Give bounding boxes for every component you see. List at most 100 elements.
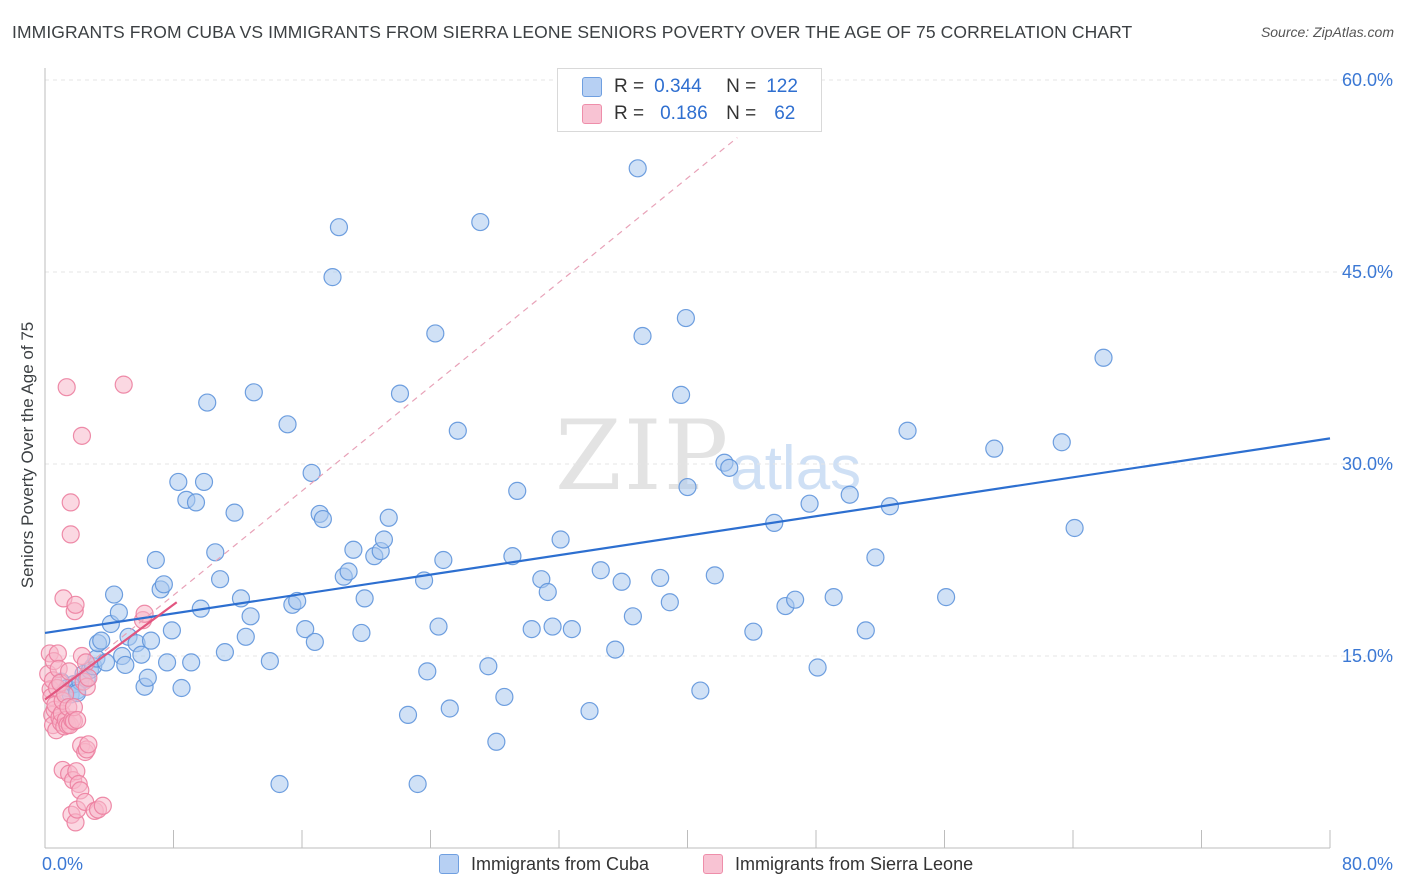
cuba-point — [355, 589, 374, 608]
cuba-point — [141, 631, 161, 650]
watermark-zip: ZIP — [555, 400, 731, 512]
y-tick-label: 15.0% — [1342, 646, 1393, 666]
cuba-point — [154, 575, 173, 594]
cuba-point — [538, 582, 557, 602]
cuba-point — [339, 562, 358, 581]
sierra-leone-point — [79, 735, 98, 754]
sierra-leone-point — [59, 662, 79, 681]
sierra-leone-trend-line — [44, 601, 178, 701]
cuba-point — [551, 530, 570, 549]
sierra-leone-point — [57, 378, 76, 397]
y-axis-label: Seniors Poverty Over the Age of 75 — [18, 321, 37, 589]
cuba-point — [96, 653, 116, 672]
cuba-point — [313, 509, 332, 529]
cuba-point — [374, 530, 394, 549]
cuba-point — [720, 458, 739, 477]
axes — [44, 68, 1331, 849]
sierra-leone-point — [48, 644, 67, 663]
cuba-point — [744, 622, 763, 641]
cuba-point — [305, 632, 324, 652]
tick-labels: 15.0% 30.0% 45.0% 60.0% 0.0% 80.0% — [42, 70, 1393, 874]
cuba-point — [434, 550, 453, 570]
cuba-point — [215, 643, 234, 662]
cuba-point — [429, 617, 448, 636]
sierra-leone-point — [66, 595, 85, 614]
cuba-point — [824, 588, 843, 607]
cuba-point — [705, 566, 724, 585]
watermark-atlas: atlas — [730, 434, 862, 503]
sierra-leone-trend-extension — [44, 137, 738, 700]
cuba-point — [398, 705, 418, 724]
cuba-point — [236, 627, 255, 646]
cuba-point — [628, 159, 647, 178]
cuba-point — [210, 570, 230, 589]
cuba-point — [606, 640, 625, 659]
cuba-point — [522, 620, 541, 639]
cuba-point — [898, 421, 917, 440]
bottom-legend-label-cuba: Immigrants from Cuba — [471, 853, 650, 874]
cuba-point — [260, 652, 279, 671]
legend-n-value-cuba: 122 — [766, 76, 798, 97]
bottom-legend-label-sierra-leone: Immigrants from Sierra Leone — [735, 853, 974, 874]
cuba-point — [408, 774, 427, 794]
cuba-point — [225, 503, 244, 522]
cuba-point — [198, 393, 217, 412]
cuba-point — [206, 543, 225, 562]
cuba-point — [302, 463, 321, 483]
cuba-point — [580, 701, 599, 721]
cuba-point — [487, 732, 506, 751]
cuba-point — [329, 218, 349, 237]
cuba-point — [92, 631, 111, 650]
cuba-point — [418, 662, 437, 681]
cuba-point — [157, 653, 177, 672]
sierra-leone-point — [72, 426, 92, 445]
cuba-point — [169, 472, 188, 492]
bottom-legend-swatch-cuba — [439, 854, 459, 874]
cuba-point — [182, 653, 201, 672]
y-tick-label: 30.0% — [1342, 454, 1393, 474]
legend-swatch-sierra-leone — [582, 104, 602, 124]
cuba-point — [562, 620, 581, 639]
cuba-point — [138, 668, 157, 687]
cuba-point — [691, 681, 710, 700]
cuba-point — [162, 621, 181, 640]
sierra-leone-point — [61, 493, 80, 512]
legend-n-label: N = — [726, 103, 757, 124]
cuba-point — [244, 383, 263, 402]
source-credit: Source: ZipAtlas.com — [1260, 24, 1394, 40]
legend-n-value-sierra-leone: 62 — [774, 103, 796, 124]
y-tick-label: 45.0% — [1342, 262, 1393, 282]
cuba-point — [503, 547, 522, 566]
y-tick-label: 60.0% — [1342, 70, 1393, 90]
cuba-point — [660, 593, 679, 612]
data-points — [39, 159, 1113, 832]
cuba-point — [856, 621, 875, 640]
cuba-trend-line — [44, 437, 1331, 635]
cuba-point — [623, 607, 642, 626]
cuba-point — [132, 645, 151, 664]
cuba-point — [985, 439, 1004, 458]
bottom-legend-swatch-sierra-leone — [703, 854, 723, 874]
chart-title: IMMIGRANTS FROM CUBA VS IMMIGRANTS FROM … — [12, 22, 1133, 42]
cuba-point — [612, 572, 631, 591]
cuba-point — [172, 678, 191, 698]
legend-r-label: R = — [614, 103, 645, 124]
sierra-leone-point — [61, 525, 80, 544]
cuba-point — [651, 568, 670, 588]
cuba-point — [937, 588, 956, 607]
x-tick-label: 0.0% — [42, 854, 83, 874]
cuba-point — [288, 591, 307, 611]
cuba-point — [186, 493, 206, 512]
trend-lines — [44, 137, 1331, 701]
cuba-point — [241, 607, 260, 626]
cuba-point — [278, 415, 297, 434]
cuba-point — [808, 658, 827, 677]
cuba-point — [633, 326, 652, 346]
cuba-point — [479, 657, 498, 676]
cuba-point — [390, 384, 410, 403]
cuba-point — [671, 385, 691, 404]
cuba-point — [786, 590, 805, 609]
cuba-point — [471, 212, 490, 232]
legend-swatch-cuba — [582, 77, 602, 97]
